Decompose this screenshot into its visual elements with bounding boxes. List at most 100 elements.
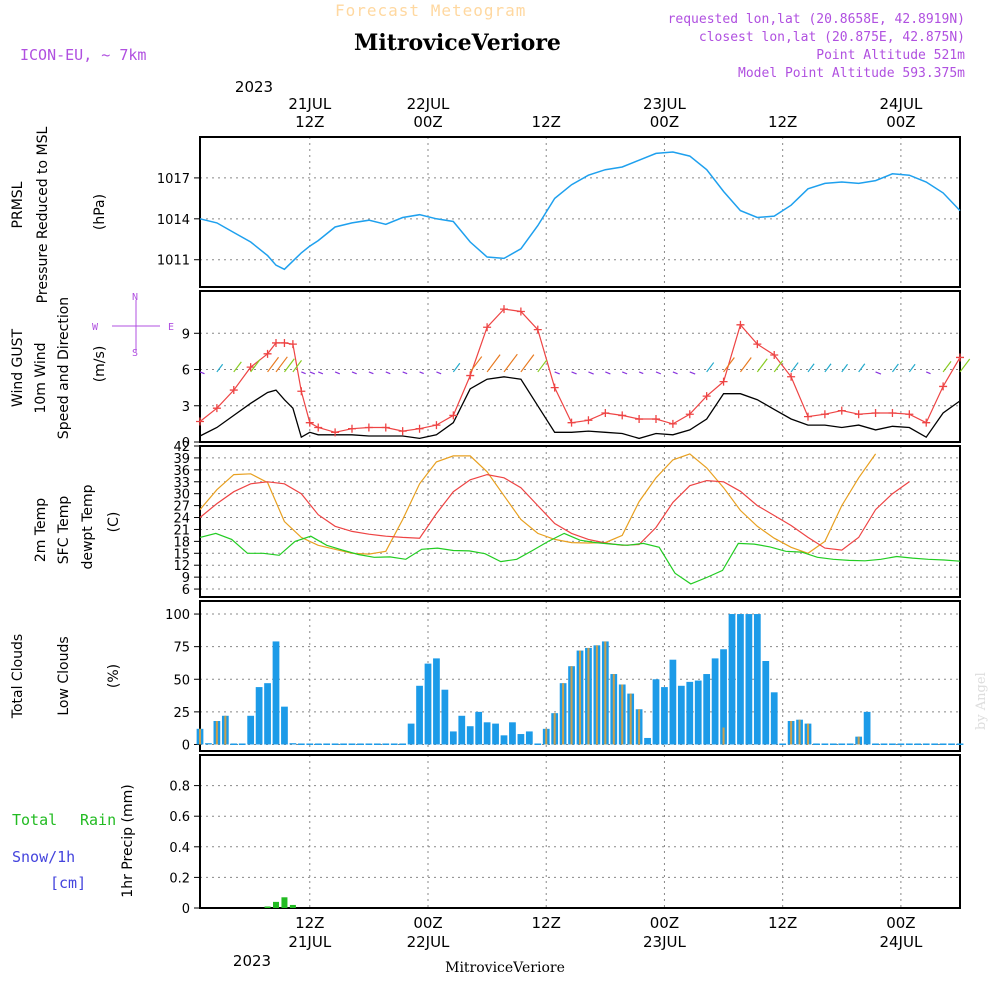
cloud-bar-56 <box>669 659 677 745</box>
wind-arrow-18 <box>452 362 461 373</box>
cloud-bar-76 <box>838 743 846 745</box>
snow-unit-label: [cm] <box>50 874 86 892</box>
cloud-bar-65 <box>745 614 753 745</box>
wind-label: 10m Wind <box>33 342 49 413</box>
wind-arrow-45 <box>908 363 916 373</box>
top-tick-hour-5: 00Z <box>886 113 915 131</box>
gust-marker-18 <box>449 411 458 420</box>
wind-arrow-38 <box>790 362 799 373</box>
gust-marker-36 <box>753 340 762 349</box>
top-tick-hour-4: 12Z <box>768 113 797 131</box>
wind-arrow-14 <box>385 371 391 375</box>
wind-arrow-31 <box>672 371 678 375</box>
gust-marker-27 <box>601 409 610 418</box>
gust-marker-37 <box>770 351 779 360</box>
closest-coords: closest lon,lat (20.875E, 42.875N) <box>699 30 965 45</box>
cloud-bar-74 <box>821 743 829 745</box>
wind-arrow-42 <box>858 363 866 373</box>
cloud-unit: (%) <box>106 664 122 688</box>
gust-marker-40 <box>820 410 829 419</box>
frame-precip <box>199 754 961 909</box>
low-cloud-bar-41 <box>545 728 548 745</box>
cloud-bar-77 <box>846 743 854 745</box>
cloud-bar-23 <box>390 743 398 745</box>
low-cloud-bar-42 <box>553 713 556 745</box>
low-clouds-label: Low Clouds <box>56 636 72 715</box>
dewpoint-line <box>199 532 961 585</box>
gust-marker-35 <box>736 320 745 329</box>
panel-clouds: 0 25 50 75 100 <box>165 600 964 753</box>
rain-bar-3 <box>289 904 296 908</box>
wind-arrow-22 <box>520 354 535 373</box>
ytick-label-precip-2: 0.4 <box>169 841 190 856</box>
rain-label-total: Total <box>12 811 57 829</box>
cloud-bar-55 <box>661 687 668 745</box>
gust-marker-25 <box>567 418 576 427</box>
cloud-bar-19 <box>357 743 364 745</box>
gust-marker-45 <box>905 410 914 419</box>
bottom-tick-hour-0: 12Z <box>295 914 324 932</box>
cloud-bar-31 <box>458 715 466 745</box>
gust-marker-39 <box>804 412 812 421</box>
cloud-bar-11 <box>289 743 297 745</box>
pressure-line <box>199 151 961 271</box>
footer-station: MitroviceVeriore <box>445 960 565 976</box>
wind-arrow-10 <box>317 371 324 375</box>
wind-arrow-6 <box>283 358 295 373</box>
gust-marker-3 <box>246 363 255 372</box>
panel-pressure: 1011 1014 1017 <box>157 136 961 288</box>
wind-speed-line <box>199 376 961 440</box>
ytick-label-temperature-8: 30 <box>173 488 190 503</box>
wind-arrow-24 <box>554 371 560 375</box>
bottom-tick-day-5: 24JUL <box>879 933 922 951</box>
cloud-bar-53 <box>644 737 651 745</box>
ytick-label-precip-0: 0 <box>182 902 190 917</box>
cloud-bar-35 <box>492 723 499 745</box>
compass-n: N <box>132 292 138 303</box>
low-cloud-bar-0 <box>198 728 202 745</box>
compass-e: E <box>168 322 174 333</box>
cloud-bar-14 <box>314 743 322 745</box>
gust-marker-4 <box>263 349 272 358</box>
year-bottom: 2023 <box>233 952 271 970</box>
frame-clouds <box>199 600 961 752</box>
compass-icon: N S W E <box>92 292 174 359</box>
wind-arrow-0 <box>199 371 205 375</box>
top-tick-day-1: 22JUL <box>407 95 450 113</box>
wind-arrow-33 <box>706 362 715 373</box>
ytick-label-temperature-3: 15 <box>173 547 190 562</box>
ytick-label-pressure-1: 1014 <box>157 213 190 228</box>
low-cloud-bar-50 <box>621 684 624 745</box>
cloud-bar-75 <box>829 743 837 745</box>
rain-label-rain: Rain <box>80 811 116 829</box>
cloud-bar-84 <box>905 743 913 745</box>
ytick-label-clouds-3: 75 <box>173 641 190 656</box>
ytick-label-temperature-7: 27 <box>173 500 190 515</box>
ytick-label-temperature-0: 6 <box>182 583 190 598</box>
ytick-label-wind-2: 6 <box>182 364 190 379</box>
gust-marker-6 <box>280 338 289 347</box>
gust-marker-12 <box>348 424 356 433</box>
requested-coords: requested lon,lat (20.8658E, 42.8919N) <box>668 12 965 27</box>
gust-marker-16 <box>415 424 424 433</box>
cloud-bar-73 <box>813 743 820 745</box>
precip-axis-label: 1hr Precip (mm) <box>120 784 136 897</box>
cloud-bar-30 <box>449 731 457 745</box>
year-top: 2023 <box>235 78 273 96</box>
cloud-bar-69 <box>779 743 787 745</box>
frame-wind <box>199 290 961 443</box>
wind-arrow-27 <box>605 371 611 375</box>
frame-pressure <box>199 136 961 288</box>
top-tick-day-5: 24JUL <box>879 95 922 113</box>
low-cloud-bar-48 <box>604 641 607 745</box>
cloud-bar-62 <box>720 649 727 745</box>
cloud-bar-36 <box>500 735 508 745</box>
low-cloud-bar-3 <box>224 715 227 745</box>
low-cloud-bar-46 <box>587 647 590 745</box>
gust-marker-29 <box>635 415 644 424</box>
cloud-bar-10 <box>281 706 288 745</box>
ytick-label-temperature-5: 21 <box>173 523 190 538</box>
wind-arrow-8 <box>301 371 306 375</box>
gust-marker-22 <box>516 307 525 316</box>
wind-unit: (m/s) <box>92 346 108 383</box>
